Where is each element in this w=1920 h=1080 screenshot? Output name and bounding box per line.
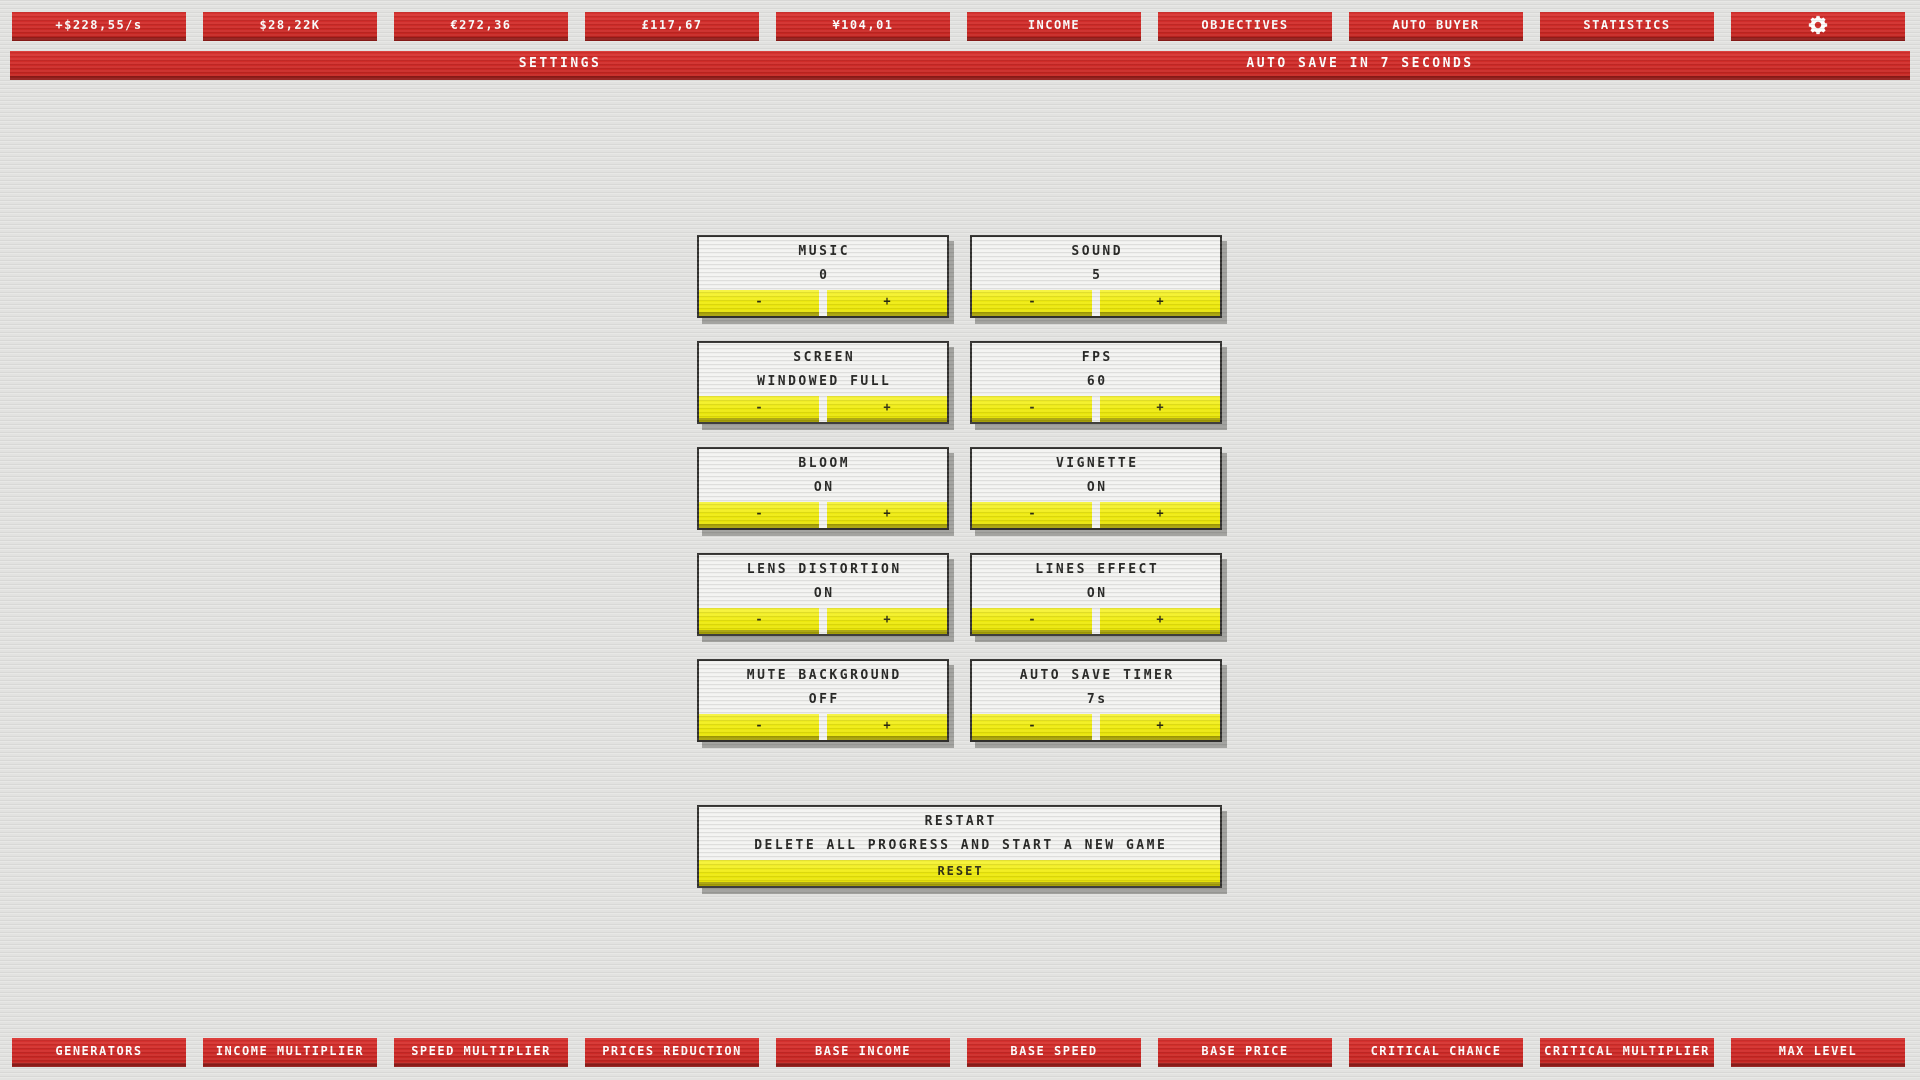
upgrade-tab-button[interactable]: MAX LEVEL — [1731, 1038, 1905, 1067]
upgrade-tab-button[interactable]: SPEED MULTIPLIER — [394, 1038, 568, 1067]
increase-button[interactable]: + — [1100, 502, 1220, 528]
setting-value: ON — [1086, 586, 1108, 601]
decrease-button[interactable]: - — [972, 290, 1092, 316]
increase-button[interactable]: + — [1100, 396, 1220, 422]
setting-label: BLOOM — [798, 456, 851, 471]
setting-label: SOUND — [1071, 244, 1124, 259]
settings-button[interactable] — [1731, 12, 1905, 41]
setting-panel: SOUND 5 - + — [970, 235, 1222, 318]
setting-value: 7s — [1086, 692, 1108, 707]
reset-button[interactable]: RESET — [699, 860, 1220, 886]
setting-value: ON — [813, 586, 835, 601]
upgrade-tab-button[interactable]: BASE INCOME — [776, 1038, 950, 1067]
settings-header-bar: SETTINGS AUTO SAVE IN 7 SECONDS — [10, 51, 1910, 80]
setting-label: MUSIC — [798, 244, 851, 259]
decrease-button[interactable]: - — [699, 502, 819, 528]
upgrade-tab-button[interactable]: CRITICAL MULTIPLIER — [1540, 1038, 1714, 1067]
nav-button[interactable]: INCOME — [967, 12, 1141, 41]
setting-value: 0 — [819, 268, 830, 283]
currency-stat-button[interactable]: €272,36 — [394, 12, 568, 41]
currency-stat-button[interactable]: £117,67 — [585, 12, 759, 41]
top-nav: INCOME OBJECTIVES AUTO BUYER STATISTICS — [967, 12, 1714, 41]
setting-panel: SCREEN WINDOWED FULL - + — [697, 341, 949, 424]
increase-button[interactable]: + — [1100, 290, 1220, 316]
increase-button[interactable]: + — [827, 714, 947, 740]
setting-label: LINES EFFECT — [1035, 562, 1160, 577]
autosave-status: AUTO SAVE IN 7 SECONDS — [1246, 56, 1474, 71]
upgrade-tab-button[interactable]: CRITICAL CHANCE — [1349, 1038, 1523, 1067]
currency-stats: +$228,55/s $28,22K €272,36 £117,67 ¥104,… — [12, 12, 950, 41]
setting-stepper: - + — [972, 290, 1220, 316]
setting-label: LENS DISTORTION — [746, 562, 902, 577]
upgrade-tab-button[interactable]: PRICES REDUCTION — [585, 1038, 759, 1067]
setting-label: SCREEN — [793, 350, 856, 365]
setting-panel: LINES EFFECT ON - + — [970, 553, 1222, 636]
upgrade-tab-button[interactable]: INCOME MULTIPLIER — [203, 1038, 377, 1067]
setting-label: AUTO SAVE TIMER — [1019, 668, 1175, 683]
currency-stat-button[interactable]: ¥104,01 — [776, 12, 950, 41]
setting-stepper: - + — [972, 714, 1220, 740]
setting-panel: AUTO SAVE TIMER 7s - + — [970, 659, 1222, 742]
increase-button[interactable]: + — [827, 502, 947, 528]
setting-panel: VIGNETTE ON - + — [970, 447, 1222, 530]
top-bar: +$228,55/s $28,22K €272,36 £117,67 ¥104,… — [12, 12, 1908, 41]
setting-stepper: - + — [699, 396, 947, 422]
setting-stepper: - + — [699, 608, 947, 634]
upgrade-tab-button[interactable]: BASE PRICE — [1158, 1038, 1332, 1067]
nav-button[interactable]: OBJECTIVES — [1158, 12, 1332, 41]
setting-label: VIGNETTE — [1055, 456, 1139, 471]
setting-stepper: - + — [699, 290, 947, 316]
setting-panel: LENS DISTORTION ON - + — [697, 553, 949, 636]
setting-value: 5 — [1092, 268, 1103, 283]
setting-value: 60 — [1086, 374, 1108, 389]
currency-stat-button[interactable]: +$228,55/s — [12, 12, 186, 41]
setting-stepper: - + — [972, 608, 1220, 634]
nav-button[interactable]: AUTO BUYER — [1349, 12, 1523, 41]
top-icon-buttons — [1731, 12, 1920, 41]
decrease-button[interactable]: - — [699, 290, 819, 316]
setting-stepper: - + — [972, 502, 1220, 528]
restart-description: DELETE ALL PROGRESS AND START A NEW GAME — [754, 838, 1168, 853]
decrease-button[interactable]: - — [699, 396, 819, 422]
setting-value: OFF — [808, 692, 840, 707]
restart-title: RESTART — [924, 814, 997, 829]
gear-icon — [1807, 14, 1829, 36]
setting-value: ON — [813, 480, 835, 495]
setting-stepper: - + — [699, 714, 947, 740]
settings-grid: MUSIC 0 - + SOUND 5 - + SCREEN WINDOWED … — [697, 235, 1222, 742]
increase-button[interactable]: + — [1100, 608, 1220, 634]
increase-button[interactable]: + — [827, 608, 947, 634]
setting-panel: FPS 60 - + — [970, 341, 1222, 424]
setting-label: FPS — [1081, 350, 1113, 365]
decrease-button[interactable]: - — [972, 502, 1092, 528]
decrease-button[interactable]: - — [972, 608, 1092, 634]
decrease-button[interactable]: - — [972, 396, 1092, 422]
decrease-button[interactable]: - — [699, 608, 819, 634]
setting-value: ON — [1086, 480, 1108, 495]
page-title: SETTINGS — [518, 56, 602, 71]
restart-panel: RESTART DELETE ALL PROGRESS AND START A … — [697, 805, 1222, 888]
currency-stat-button[interactable]: $28,22K — [203, 12, 377, 41]
upgrade-tabs-bar: GENERATORS INCOME MULTIPLIER SPEED MULTI… — [12, 1038, 1905, 1067]
nav-button[interactable]: STATISTICS — [1540, 12, 1714, 41]
increase-button[interactable]: + — [827, 290, 947, 316]
setting-stepper: - + — [699, 502, 947, 528]
setting-panel: MUTE BACKGROUND OFF - + — [697, 659, 949, 742]
upgrade-tab-button[interactable]: GENERATORS — [12, 1038, 186, 1067]
setting-value: WINDOWED FULL — [757, 374, 892, 389]
decrease-button[interactable]: - — [699, 714, 819, 740]
setting-panel: MUSIC 0 - + — [697, 235, 949, 318]
increase-button[interactable]: + — [827, 396, 947, 422]
setting-stepper: - + — [972, 396, 1220, 422]
decrease-button[interactable]: - — [972, 714, 1092, 740]
upgrade-tab-button[interactable]: BASE SPEED — [967, 1038, 1141, 1067]
setting-label: MUTE BACKGROUND — [746, 668, 902, 683]
increase-button[interactable]: + — [1100, 714, 1220, 740]
setting-panel: BLOOM ON - + — [697, 447, 949, 530]
